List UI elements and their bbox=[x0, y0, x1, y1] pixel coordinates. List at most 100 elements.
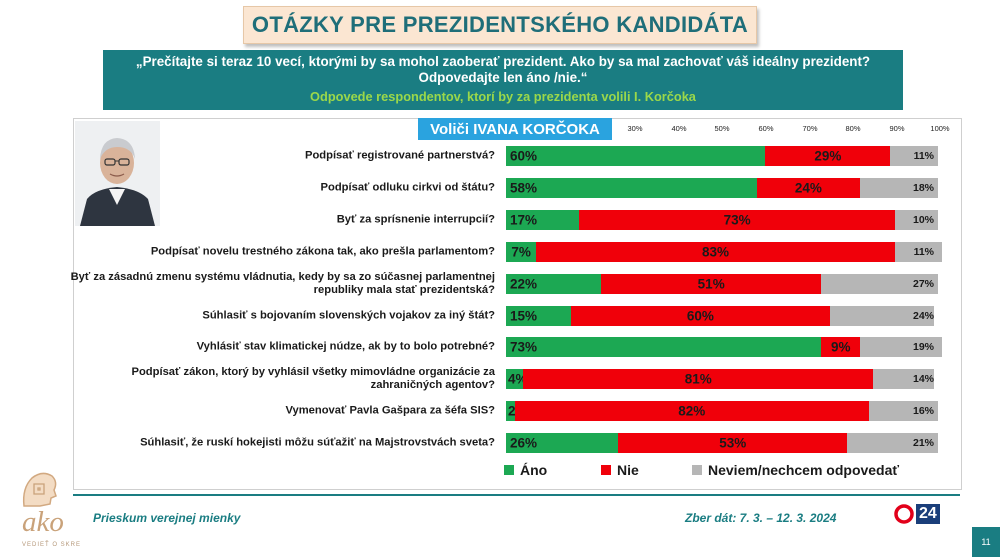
bar-nie bbox=[821, 337, 861, 358]
legend-neviem: Neviem/nechcem odpovedať bbox=[692, 462, 899, 478]
bar-ano bbox=[506, 433, 619, 454]
bar-nie bbox=[579, 209, 895, 230]
category-label: Súhlasiť, že ruskí hokejisti môžu súťaži… bbox=[140, 436, 495, 449]
bar-nie bbox=[514, 401, 869, 422]
brand-logo: 24 bbox=[894, 504, 940, 524]
x-tick-label: 60% bbox=[758, 124, 774, 133]
question-subtitle: Odpovede respondentov, ktorí by za prezi… bbox=[310, 89, 696, 104]
bar-nie bbox=[523, 369, 874, 390]
category-label: Súhlasiť s bojovaním slovenských vojakov… bbox=[202, 309, 495, 321]
value-label-nie: 82% bbox=[678, 403, 706, 419]
bar-neviem bbox=[894, 241, 943, 262]
value-label-nie: 83% bbox=[702, 244, 730, 260]
bar-neviem bbox=[894, 209, 938, 230]
bar-ano bbox=[506, 401, 515, 422]
bar-neviem bbox=[868, 401, 938, 422]
question-box: „Prečítajte si teraz 10 vecí, ktorými by… bbox=[103, 50, 903, 110]
footer-date-range: Zber dát: 7. 3. – 12. 3. 2024 bbox=[685, 511, 837, 525]
value-label-ano: 26% bbox=[510, 435, 538, 451]
category-label: Vyhlásiť stav klimatickej núdze, ak by t… bbox=[196, 340, 495, 353]
brand-circle-icon bbox=[894, 504, 914, 524]
category-label: Vymenovať Pavla Gašpara za šéfa SIS? bbox=[285, 404, 495, 417]
bar-nie bbox=[536, 241, 895, 262]
bars-area: 60% 29% 11% 58% 24% 18% 17% 73% 10% 7% 83% 11% 22% 51… bbox=[506, 0, 943, 557]
value-label-nie: 60% bbox=[686, 308, 714, 323]
slide-number: 11 bbox=[972, 527, 1000, 557]
bar-neviem bbox=[821, 273, 938, 294]
brand-number: 24 bbox=[916, 504, 940, 524]
value-label-ano: 60% bbox=[510, 148, 538, 164]
value-label-ano: 22% bbox=[510, 276, 538, 292]
ako-logo-text: ako bbox=[22, 506, 64, 538]
x-tick-label: 40% bbox=[671, 124, 687, 133]
value-label-neviem: 11% bbox=[913, 245, 934, 258]
category-label: Byť za zásadnú zmenu systému vládnutia, … bbox=[70, 270, 495, 296]
bar-ano bbox=[506, 146, 766, 166]
footer-survey-label: Prieskum verejnej mienky bbox=[93, 511, 241, 525]
page-title: OTÁZKY PRE PREZIDENTSKÉHO KANDIDÁTA bbox=[243, 6, 757, 44]
voters-label: Voliči IVANA KORČOKA bbox=[418, 118, 612, 140]
bar-neviem bbox=[830, 305, 934, 326]
legend-neviem-label: Neviem/nechcem odpovedať bbox=[708, 462, 900, 478]
legend-ano: Áno bbox=[504, 462, 547, 478]
category-label: Podpísať novelu trestného zákona tak, ak… bbox=[150, 245, 495, 258]
value-label-nie: 53% bbox=[719, 435, 747, 451]
x-tick-label: 30% bbox=[627, 124, 643, 133]
x-tick-label: 100% bbox=[930, 124, 950, 133]
bar-neviem bbox=[860, 337, 943, 358]
bar-ano bbox=[506, 369, 524, 390]
value-label-nie: 9% bbox=[831, 339, 851, 355]
bar-ano bbox=[506, 209, 580, 230]
bar-nie bbox=[570, 305, 830, 326]
value-label-nie: 73% bbox=[723, 212, 751, 228]
candidate-photo bbox=[75, 121, 160, 226]
value-label-ano: 15% bbox=[510, 308, 538, 323]
category-label: Podpísať registrované partnerstvá? bbox=[304, 149, 495, 162]
category-label: Byť za sprísnenie interrupcií? bbox=[336, 213, 495, 226]
legend-nie-swatch bbox=[601, 465, 611, 475]
bar-neviem bbox=[860, 177, 938, 198]
bar-ano bbox=[506, 177, 757, 198]
value-label-nie: 51% bbox=[697, 276, 725, 292]
value-label-ano: 58% bbox=[510, 180, 538, 196]
value-label-nie: 81% bbox=[684, 371, 712, 387]
value-label-ano: 4% bbox=[508, 371, 528, 387]
bar-neviem bbox=[873, 369, 934, 390]
bar-ano bbox=[506, 305, 571, 326]
x-tick-label: 50% bbox=[714, 124, 730, 133]
value-label-nie: 29% bbox=[814, 148, 842, 164]
bar-neviem bbox=[890, 146, 938, 166]
bar-neviem bbox=[847, 433, 938, 454]
footer-divider bbox=[73, 494, 960, 496]
bar-nie bbox=[618, 433, 848, 454]
value-label-neviem: 27% bbox=[912, 277, 934, 290]
value-label-ano: 17% bbox=[510, 212, 538, 228]
value-label-nie: 24% bbox=[794, 180, 822, 196]
bar-ano bbox=[506, 241, 537, 262]
legend-nie-label: Nie bbox=[617, 462, 639, 478]
legend-nie: Nie bbox=[601, 462, 639, 478]
bar-nie bbox=[601, 273, 822, 294]
value-label-neviem: 11% bbox=[913, 150, 934, 162]
value-label-neviem: 24% bbox=[912, 309, 934, 322]
value-label-neviem: 21% bbox=[912, 437, 934, 450]
x-tick-label: 80% bbox=[845, 124, 861, 133]
bar-nie bbox=[765, 146, 891, 166]
category-label: Podpísať odluku cirkvi od štátu? bbox=[320, 181, 495, 194]
value-label-neviem: 18% bbox=[912, 181, 934, 194]
ako-logo-subtitle: VEDIEŤ O SKRE bbox=[22, 542, 82, 548]
value-label-neviem: 14% bbox=[912, 373, 934, 386]
value-label-ano: 73% bbox=[510, 339, 538, 355]
question-text: „Prečítajte si teraz 10 vecí, ktorými by… bbox=[135, 54, 871, 85]
legend-neviem-swatch bbox=[692, 465, 702, 475]
legend-ano-label: Áno bbox=[520, 462, 548, 478]
value-label-neviem: 19% bbox=[912, 341, 934, 354]
category-label: Podpísať zákon, ktorý by vyhlásil všetky… bbox=[131, 366, 496, 392]
x-tick-label: 90% bbox=[889, 124, 905, 133]
bar-ano bbox=[506, 337, 822, 358]
legend-ano-swatch bbox=[504, 465, 514, 475]
value-label-neviem: 16% bbox=[912, 405, 934, 418]
value-label-neviem: 10% bbox=[912, 213, 934, 226]
value-label-ano: 7% bbox=[511, 244, 531, 260]
x-tick-label: 70% bbox=[802, 124, 818, 133]
